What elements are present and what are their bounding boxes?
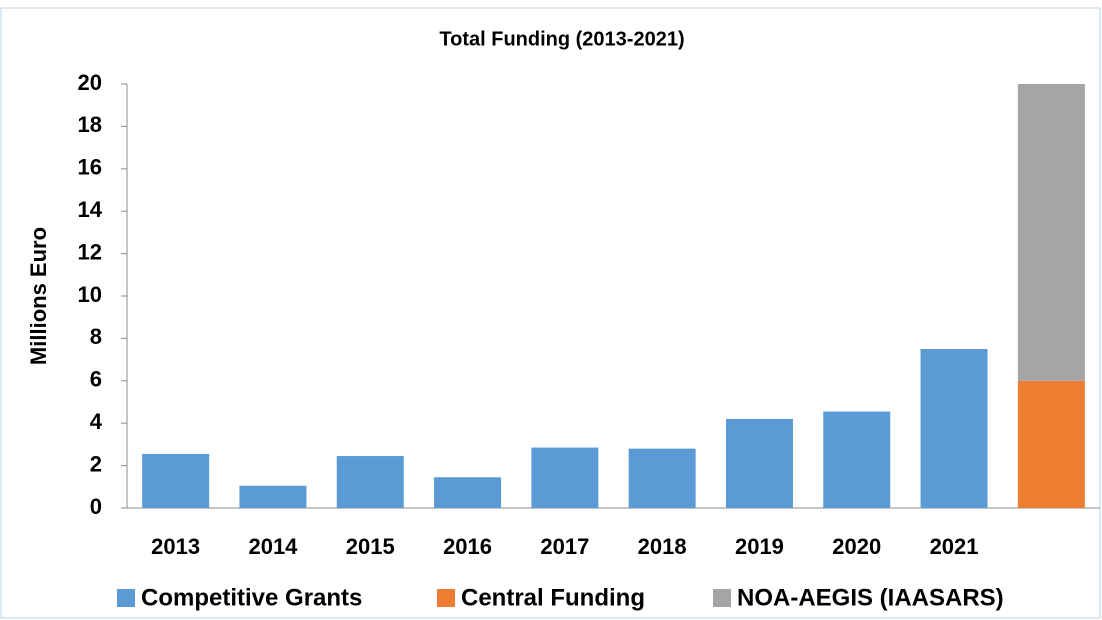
bar xyxy=(531,447,599,508)
y-tick-label: 12 xyxy=(78,239,102,264)
bar xyxy=(725,418,793,508)
y-tick-label: 20 xyxy=(78,70,102,95)
x-tick-label: 2016 xyxy=(443,534,492,559)
y-tick-label: 10 xyxy=(78,282,102,307)
y-tick-label: 0 xyxy=(90,494,102,519)
y-axis-label: Millions Euro xyxy=(26,227,51,365)
bar xyxy=(920,349,988,508)
bar xyxy=(1017,380,1085,508)
x-tick-label: 2020 xyxy=(832,534,881,559)
legend-swatch xyxy=(713,589,731,607)
bar xyxy=(1017,84,1085,381)
y-tick-label: 14 xyxy=(78,197,103,222)
x-tick-label: 2014 xyxy=(248,534,298,559)
x-tick-label: 2019 xyxy=(735,534,784,559)
legend-label: Central Funding xyxy=(461,584,645,611)
x-tick-label: 2021 xyxy=(930,534,979,559)
x-tick-label: 2017 xyxy=(540,534,589,559)
y-tick-label: 6 xyxy=(90,367,102,392)
y-tick-label: 2 xyxy=(90,451,102,476)
y-tick-label: 16 xyxy=(78,155,102,180)
legend-label: Competitive Grants xyxy=(141,584,362,611)
y-tick-label: 18 xyxy=(78,112,102,137)
y-tick-label: 4 xyxy=(90,409,103,434)
legend-swatch xyxy=(117,589,135,607)
bar xyxy=(142,453,210,508)
bar xyxy=(336,456,404,508)
x-tick-label: 2015 xyxy=(346,534,395,559)
bar xyxy=(823,411,891,508)
legend-swatch xyxy=(437,589,455,607)
legend-label: NOA-AEGIS (IAASARS) xyxy=(737,584,1004,611)
x-tick-label: 2013 xyxy=(151,534,200,559)
x-tick-label: 2018 xyxy=(638,534,687,559)
bar xyxy=(434,477,502,508)
frame xyxy=(0,7,1101,619)
chart-title: Total Funding (2013-2021) xyxy=(439,28,684,50)
bar xyxy=(239,485,307,508)
y-tick-label: 8 xyxy=(90,324,102,349)
bar xyxy=(628,448,696,508)
